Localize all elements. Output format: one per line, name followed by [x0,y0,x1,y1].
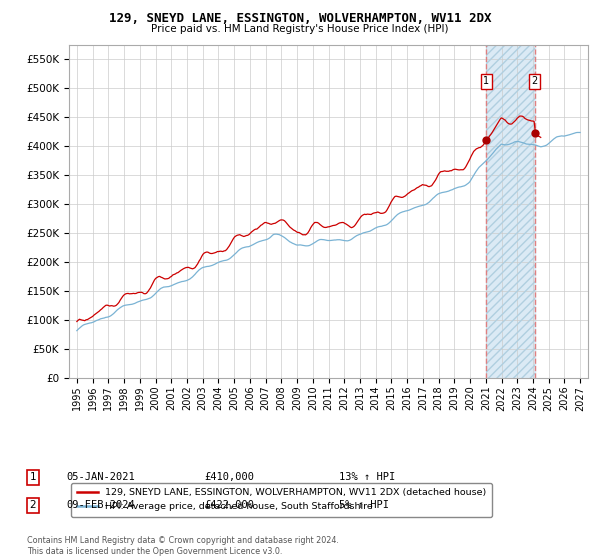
Text: £422,000: £422,000 [204,500,254,510]
Text: 09-FEB-2024: 09-FEB-2024 [66,500,135,510]
Text: 129, SNEYD LANE, ESSINGTON, WOLVERHAMPTON, WV11 2DX: 129, SNEYD LANE, ESSINGTON, WOLVERHAMPTO… [109,12,491,25]
Text: 2: 2 [29,500,37,510]
Bar [487,45,535,378]
Legend: 129, SNEYD LANE, ESSINGTON, WOLVERHAMPTON, WV11 2DX (detached house), HPI: Avera: 129, SNEYD LANE, ESSINGTON, WOLVERHAMPTO… [71,483,492,517]
Text: 1: 1 [484,77,490,86]
Text: Price paid vs. HM Land Registry's House Price Index (HPI): Price paid vs. HM Land Registry's House … [151,24,449,34]
Text: £410,000: £410,000 [204,472,254,482]
Text: Contains HM Land Registry data © Crown copyright and database right 2024.
This d: Contains HM Land Registry data © Crown c… [27,536,339,556]
Bar [487,45,535,378]
Text: 13% ↑ HPI: 13% ↑ HPI [339,472,395,482]
Text: 05-JAN-2021: 05-JAN-2021 [66,472,135,482]
Text: 2: 2 [532,77,538,86]
Text: 5% ↑ HPI: 5% ↑ HPI [339,500,389,510]
Text: 1: 1 [29,472,37,482]
